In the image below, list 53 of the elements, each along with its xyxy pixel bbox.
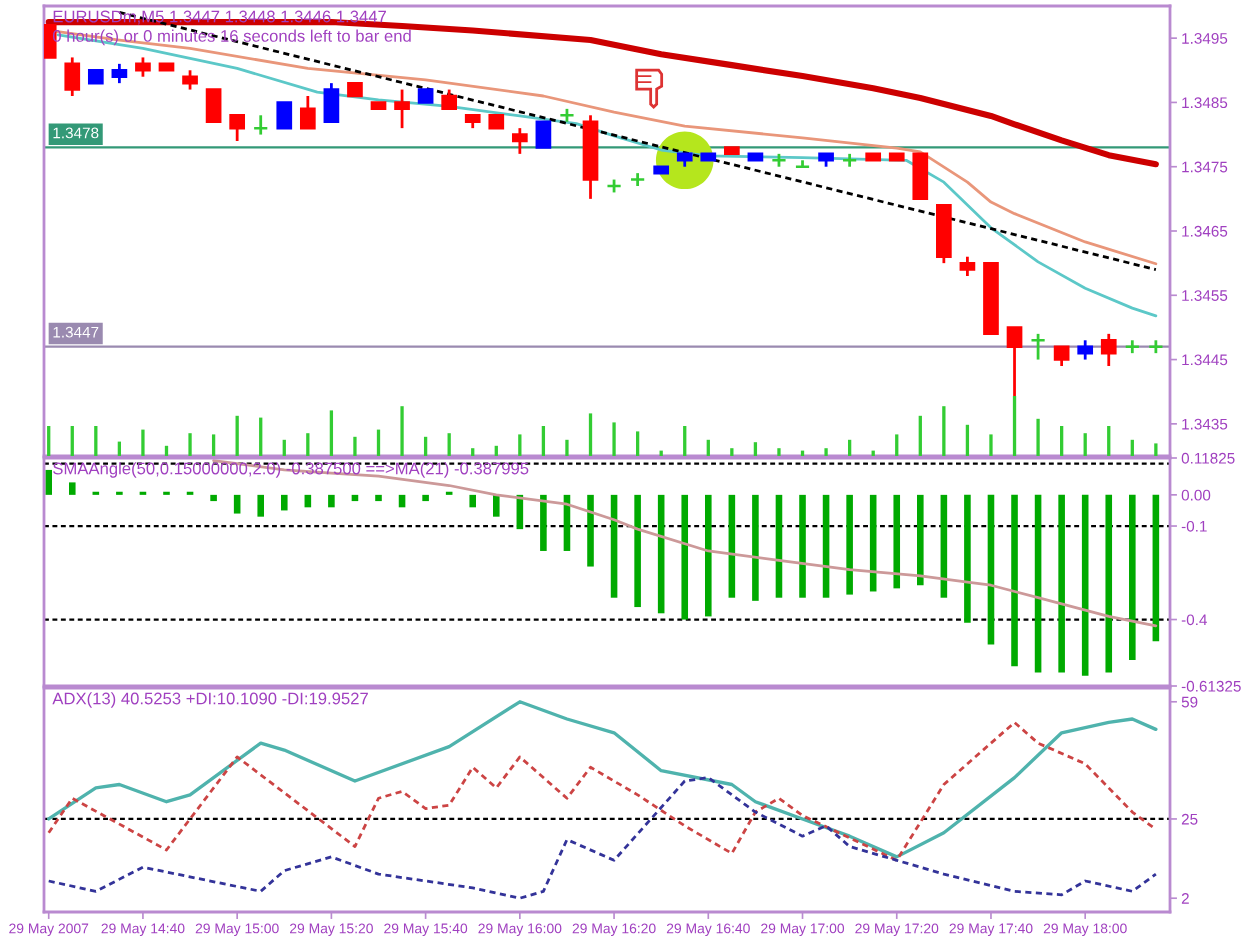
bar — [422, 494, 429, 502]
bar — [1105, 494, 1113, 673]
candlestick — [535, 120, 552, 149]
chart-title: ADX(13) 40.5253 +DI:10.1090 -DI:19.9527 — [52, 692, 368, 708]
bar — [634, 494, 641, 608]
candlestick — [1100, 332, 1117, 368]
chart-title: SMAAngle(50,0.15000000,2.0) -0.387500 ==>MA(21) -0.387995 — [53, 462, 529, 478]
bar — [233, 494, 241, 514]
bar — [469, 494, 477, 508]
bar — [587, 494, 594, 567]
candlestick — [394, 88, 410, 130]
bar — [1152, 494, 1160, 642]
line-series — [56, 33, 1158, 318]
bar — [492, 494, 500, 517]
bar — [846, 494, 853, 595]
candlestick — [1077, 338, 1094, 361]
candlestick — [182, 68, 198, 91]
candlestick — [299, 94, 316, 130]
bar — [704, 494, 712, 617]
candlestick — [512, 126, 528, 156]
candlestick — [1030, 332, 1046, 361]
candlestick — [205, 88, 222, 123]
bar — [210, 494, 217, 502]
bar — [1058, 494, 1065, 673]
candlestick — [959, 255, 976, 278]
candlestick — [323, 81, 340, 124]
bar — [893, 494, 901, 589]
bar — [1034, 494, 1042, 673]
bar — [799, 494, 806, 598]
line-series — [47, 776, 1158, 900]
bar — [681, 494, 689, 620]
bar — [68, 482, 76, 495]
bar — [1129, 494, 1136, 661]
candlestick — [252, 113, 269, 136]
candlestick — [441, 88, 458, 111]
bar — [375, 494, 382, 502]
candlestick — [111, 62, 128, 85]
bar — [752, 494, 759, 601]
candlestick — [912, 152, 929, 201]
bar — [1011, 494, 1018, 667]
bar — [45, 469, 53, 495]
bar — [1081, 494, 1089, 676]
candlestick — [1053, 345, 1070, 368]
candlestick — [135, 56, 151, 79]
candlestick — [64, 56, 81, 98]
bar — [257, 494, 265, 517]
bar — [917, 494, 924, 586]
candlestick — [229, 113, 246, 143]
bar — [540, 494, 547, 551]
candlestick — [276, 101, 293, 130]
bar — [280, 494, 288, 511]
bar — [328, 494, 335, 508]
bar — [964, 494, 971, 623]
